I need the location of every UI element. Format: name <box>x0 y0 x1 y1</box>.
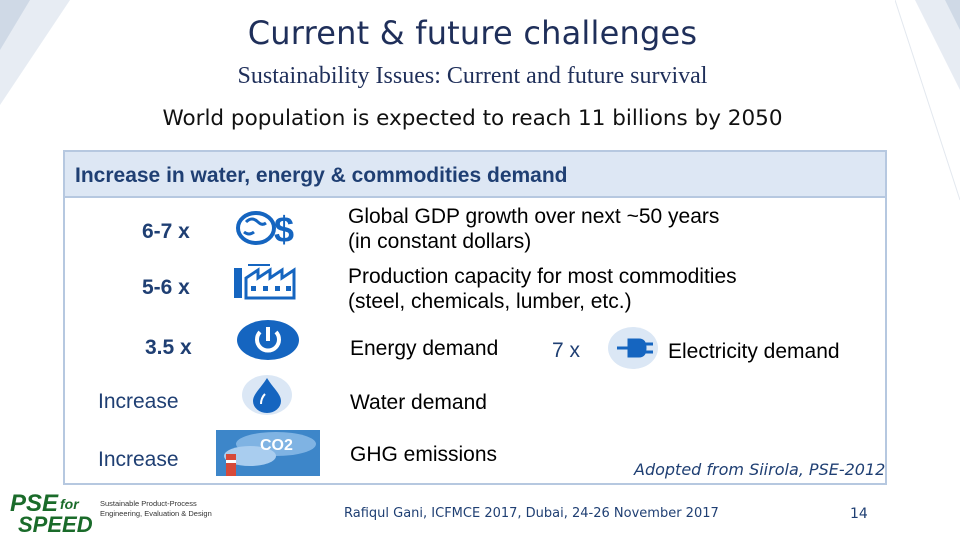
dollar-globe-icon: $ <box>236 209 294 248</box>
slide-headline: World population is expected to reach 11… <box>162 106 783 131</box>
water-drop-icon <box>242 375 292 415</box>
gdp-label-line2: (in constant dollars) <box>348 230 532 253</box>
demand-panel-heading: Increase in water, energy & commodities … <box>75 164 568 187</box>
logo-tagline-line1: Sustainable Product-Process <box>100 499 197 508</box>
logo-line1b: for <box>60 496 79 512</box>
corner-decoration-top-right <box>895 0 960 201</box>
logo-line2: SPEED <box>18 512 93 537</box>
co2-emissions-icon: CO2 <box>216 430 320 476</box>
ghg-label: GHG emissions <box>350 443 498 466</box>
commodities-label-line1: Production capacity for most commodities <box>348 265 737 288</box>
slide-subtitle: Sustainability Issues: Current and futur… <box>237 63 708 89</box>
power-button-icon <box>237 320 299 360</box>
svg-text:$: $ <box>274 209 294 248</box>
plug-icon <box>608 327 658 369</box>
commodities-factor: 5-6 x <box>142 276 190 299</box>
demand-panel <box>63 150 887 485</box>
logo-line1: PSE <box>10 490 59 517</box>
co2-label: CO2 <box>260 437 293 454</box>
gdp-factor: 6-7 x <box>142 220 190 243</box>
gdp-label-line1: Global GDP growth over next ~50 years <box>348 205 720 228</box>
electricity-label: Electricity demand <box>668 340 840 363</box>
corner-decoration-top-left <box>0 0 70 105</box>
factory-icon <box>234 264 296 300</box>
pse-for-speed-logo: PSE for SPEED <box>8 490 98 538</box>
commodities-label-line2: (steel, chemicals, lumber, etc.) <box>348 290 632 313</box>
ghg-factor: Increase <box>98 448 179 471</box>
logo-tagline-line2: Engineering, Evaluation & Design <box>100 509 212 518</box>
electricity-factor: 7 x <box>552 339 581 362</box>
energy-label: Energy demand <box>350 337 499 360</box>
footer-text: Rafiqul Gani, ICFMCE 2017, Dubai, 24-26 … <box>344 506 719 521</box>
demand-panel-header <box>65 152 885 198</box>
slide-title: Current & future challenges <box>247 14 698 52</box>
page-number: 14 <box>850 506 868 522</box>
water-factor: Increase <box>98 390 179 413</box>
source-credit: Adopted from Siirola, PSE-2012 <box>634 460 886 479</box>
energy-factor: 3.5 x <box>145 336 192 359</box>
logo-tagline: Sustainable Product-Process Engineering,… <box>100 499 230 519</box>
water-label: Water demand <box>350 391 487 414</box>
